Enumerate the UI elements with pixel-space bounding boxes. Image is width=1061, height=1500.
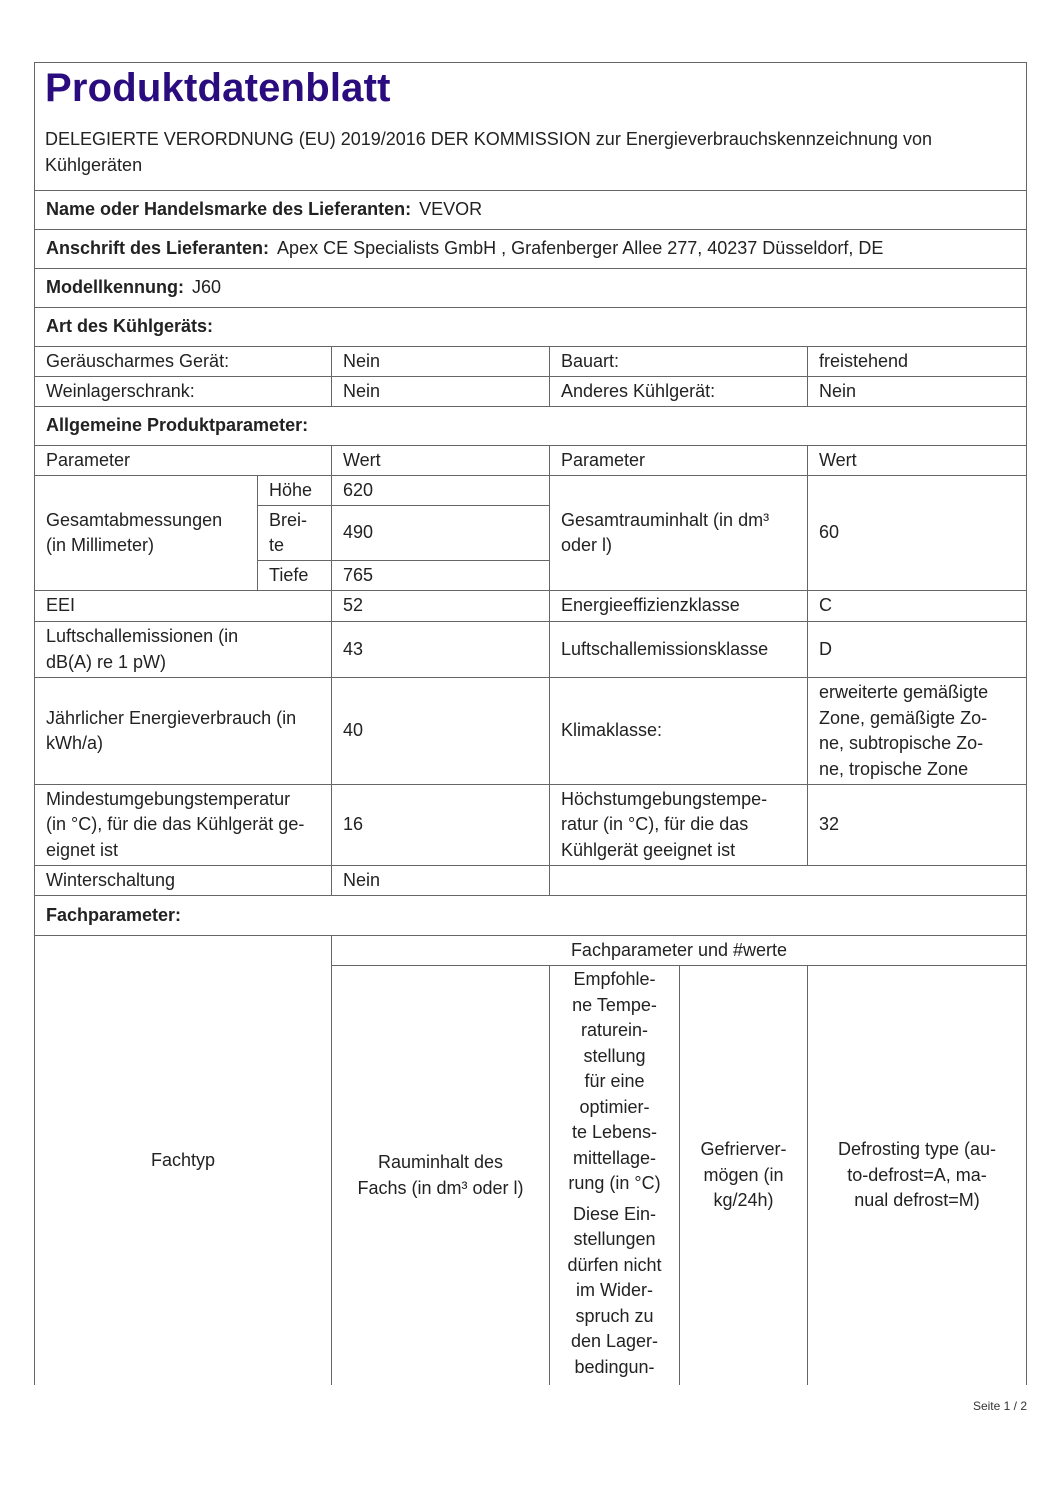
cell: Luftschallemissionen (in dB(A) re 1 pW) xyxy=(34,621,332,678)
type-section-heading: Art des Kühlgeräts: xyxy=(34,307,1027,347)
cell: Nein xyxy=(331,376,550,407)
cell: erweiterte gemäßigte Zone, gemäßigte Zo-… xyxy=(807,677,1027,785)
compartment-type-header: Fachtyp xyxy=(34,935,332,1385)
cell: Geräuscharmes Gerät: xyxy=(34,346,332,377)
page-title: Produktdatenblatt xyxy=(45,66,391,110)
cell: D xyxy=(807,621,1027,678)
recommended-temperature-header: Empfohle- ne Tempe- raturein- stellung f… xyxy=(549,965,680,1385)
cell: Anderes Kühlgerät: xyxy=(549,376,808,407)
model-row: Modellkennung: J60 xyxy=(34,268,1027,308)
compartment-group-header: Fachparameter und #werte xyxy=(331,935,1027,966)
temperature-note: Empfohle- ne Tempe- raturein- stellung f… xyxy=(568,969,661,1193)
cell: Weinlagerschrank: xyxy=(34,376,332,407)
address-row: Anschrift des Lieferanten: Apex CE Specia… xyxy=(34,229,1027,269)
model-label: Modellkennung: xyxy=(46,277,184,298)
regulation-subtitle: DELEGIERTE VERORDNUNG (EU) 2019/2016 DER… xyxy=(45,129,933,175)
dimensions-label: Gesamtabmessungen (in Millimeter) xyxy=(34,475,258,591)
cell: Nein xyxy=(331,346,550,377)
cell: 32 xyxy=(807,784,1027,866)
cell: 16 xyxy=(331,784,550,866)
cell: 52 xyxy=(331,590,550,622)
cell: Mindestumgebungstemperatur (in °C), für … xyxy=(34,784,332,866)
address-value: Apex CE Specialists GmbH , Grafenberger … xyxy=(277,238,884,259)
general-section-heading: Allgemeine Produktparameter: xyxy=(34,406,1027,446)
cell: Höchstumgebungstempe- ratur (in °C), für… xyxy=(549,784,808,866)
supplier-value: VEVOR xyxy=(419,199,483,220)
cell: Luftschallemissionsklasse xyxy=(549,621,808,678)
cell: Energieeffizienzklasse xyxy=(549,590,808,622)
dimension-name: Tiefe xyxy=(257,560,332,591)
defrosting-type-header: Defrosting type (au- to-defrost=A, ma- n… xyxy=(807,965,1027,1385)
supplier-label: Name oder Handelsmarke des Lieferanten: xyxy=(46,199,412,220)
cell: Nein xyxy=(331,865,550,896)
cell: 43 xyxy=(331,621,550,678)
column-header: Parameter xyxy=(549,445,808,476)
cell: freistehend xyxy=(807,346,1027,377)
model-value: J60 xyxy=(192,277,222,298)
cell xyxy=(549,865,1027,896)
column-header: Wert xyxy=(331,445,550,476)
column-header: Wert xyxy=(807,445,1027,476)
cell: C xyxy=(807,590,1027,622)
cell: Klimaklasse: xyxy=(549,677,808,785)
total-volume-value: 60 xyxy=(807,475,1027,591)
total-volume-label: Gesamtrauminhalt (in dm³ oder l) xyxy=(549,475,808,591)
column-header: Parameter xyxy=(34,445,332,476)
dimension-value: 490 xyxy=(331,505,550,561)
cell: EEI xyxy=(34,590,332,622)
temperature-warning: Diese Ein- stellungen dürfen nicht im Wi… xyxy=(567,1203,662,1377)
cell: Jährlicher Energieverbrauch (in kWh/a) xyxy=(34,677,332,785)
address-label: Anschrift des Lieferanten: xyxy=(46,238,270,259)
dimension-name: Brei- te xyxy=(257,505,332,561)
dimension-value: 765 xyxy=(331,560,550,591)
supplier-row: Name oder Handelsmarke des Lieferanten: V… xyxy=(34,190,1027,230)
dimension-value: 620 xyxy=(331,475,550,506)
cell: 40 xyxy=(331,677,550,785)
page-number: Seite 1 / 2 xyxy=(972,1399,1027,1413)
freezing-capacity-header: Gefrierver- mögen (in kg/24h) xyxy=(679,965,808,1385)
cell: Nein xyxy=(807,376,1027,407)
cell: Winterschaltung xyxy=(34,865,332,896)
compartment-volume-header: Rauminhalt des Fachs (in dm³ oder l) xyxy=(331,965,550,1385)
cell: Bauart: xyxy=(549,346,808,377)
compartment-section-heading: Fachparameter: xyxy=(34,895,1027,936)
dimension-name: Höhe xyxy=(257,475,332,506)
